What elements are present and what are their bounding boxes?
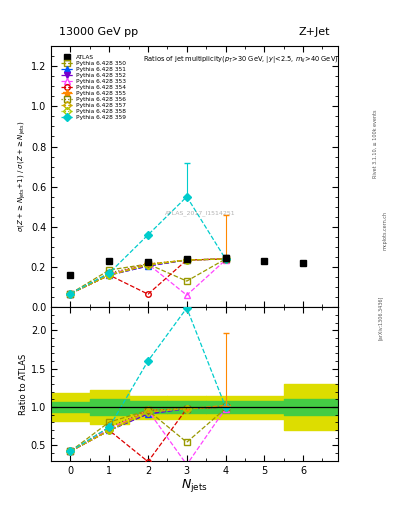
Text: Rivet 3.1.10, ≥ 100k events: Rivet 3.1.10, ≥ 100k events	[373, 109, 378, 178]
Text: 13000 GeV pp: 13000 GeV pp	[59, 27, 138, 37]
Legend: ATLAS, Pythia 6.428 350, Pythia 6.428 351, Pythia 6.428 352, Pythia 6.428 353, P: ATLAS, Pythia 6.428 350, Pythia 6.428 35…	[60, 54, 127, 121]
Text: ATLAS_2017_I1514251: ATLAS_2017_I1514251	[165, 210, 235, 216]
Text: Ratios of jet multiplicity($p_T\!>\!30$ GeV, $|y|\!<\!2.5$, $m_{ll}\!>\!40$ GeV): Ratios of jet multiplicity($p_T\!>\!30$ …	[143, 54, 338, 65]
Text: [arXiv:1306.3436]: [arXiv:1306.3436]	[378, 295, 383, 339]
Y-axis label: $\sigma(Z + \geq N_\mathrm{jets}\!+\!1)\ /\ \sigma(Z + \geq N_\mathrm{jets})$: $\sigma(Z + \geq N_\mathrm{jets}\!+\!1)\…	[17, 121, 28, 232]
Text: Z+Jet: Z+Jet	[299, 27, 330, 37]
X-axis label: $N_\mathrm{jets}$: $N_\mathrm{jets}$	[181, 477, 208, 494]
Text: mcplots.cern.ch: mcplots.cern.ch	[383, 211, 387, 250]
Y-axis label: Ratio to ATLAS: Ratio to ATLAS	[19, 353, 28, 415]
